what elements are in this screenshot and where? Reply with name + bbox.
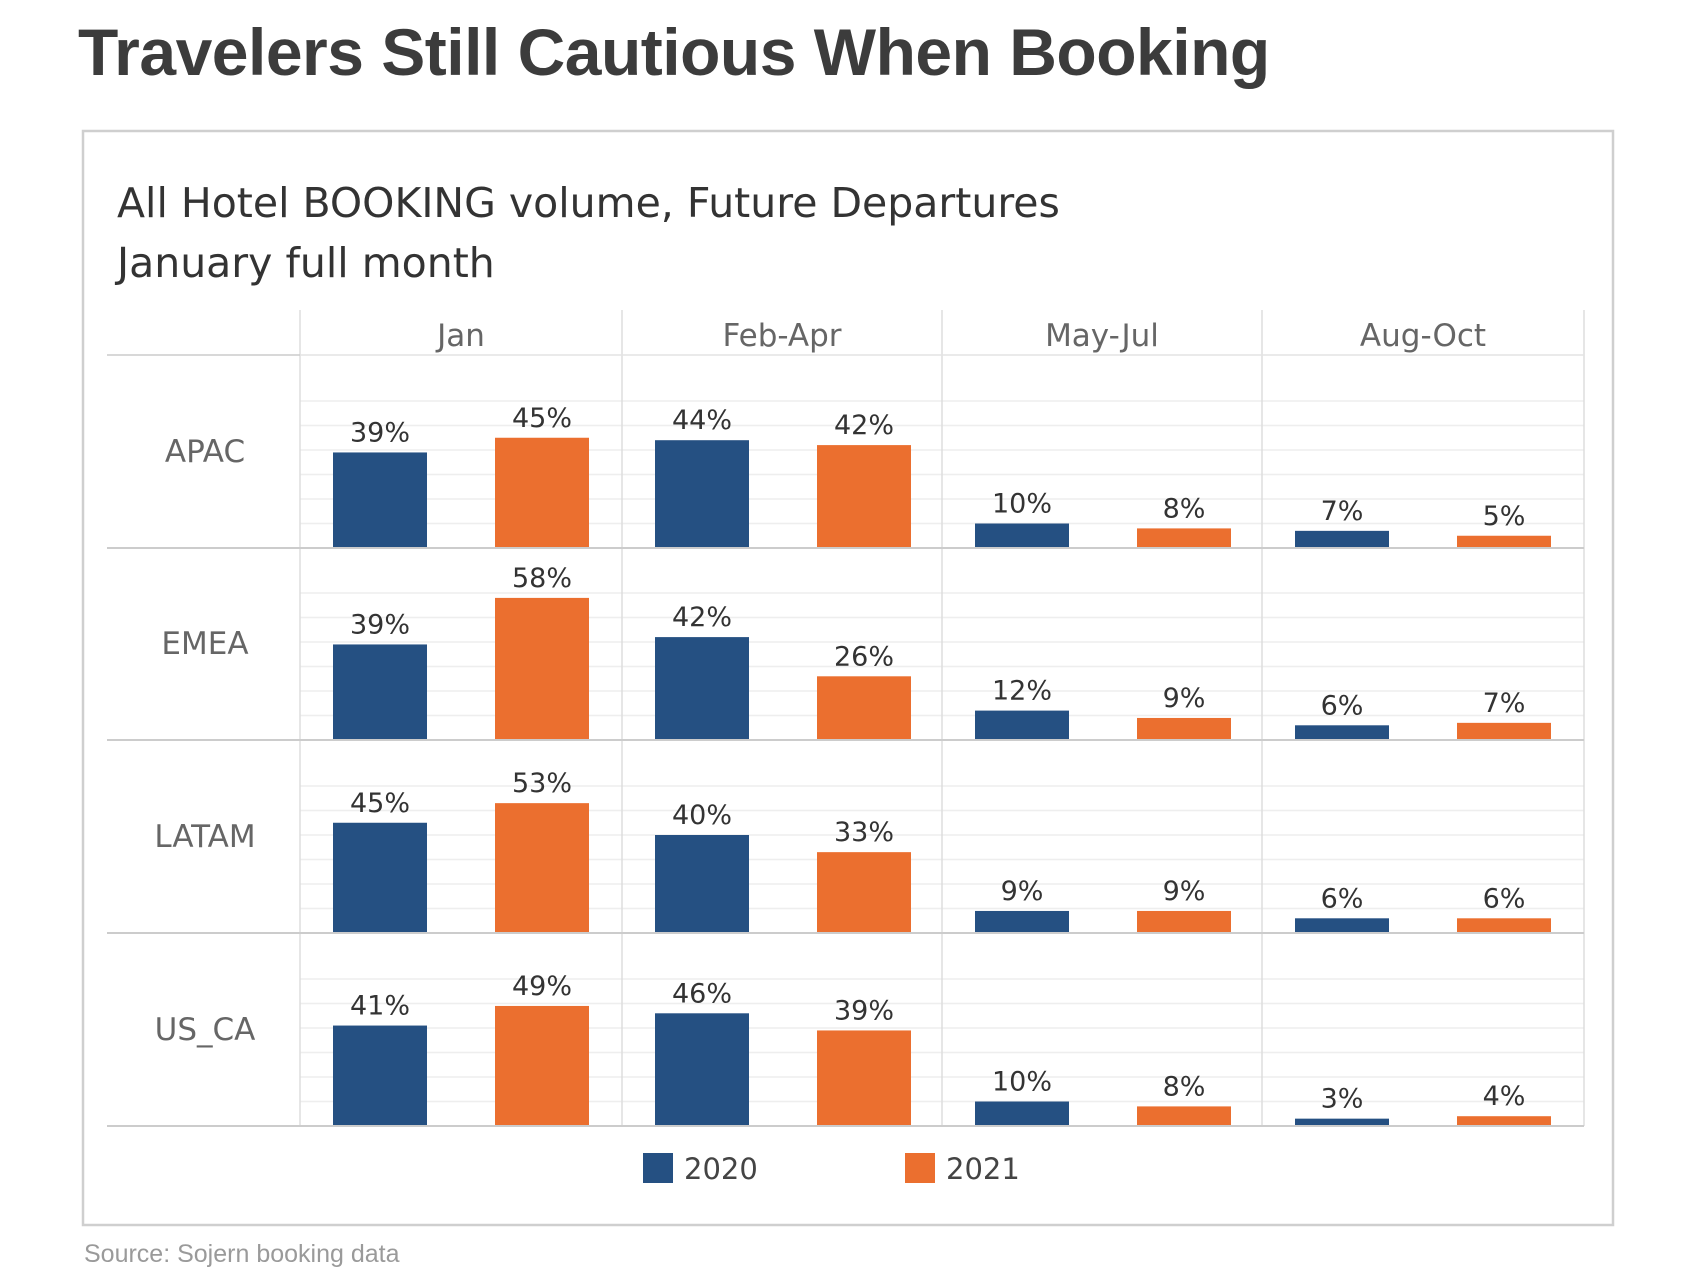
data-label: 41% [350, 991, 410, 1022]
data-label: 45% [350, 788, 410, 819]
row-label: EMEA [161, 626, 248, 662]
data-label: 49% [512, 971, 572, 1002]
bar [495, 437, 589, 548]
data-label: 3% [1321, 1084, 1364, 1115]
column-header: May-Jul [1045, 318, 1159, 354]
data-label: 39% [834, 995, 894, 1026]
data-label: 39% [350, 417, 410, 448]
bar [1295, 1118, 1389, 1126]
data-label: 6% [1321, 690, 1364, 721]
legend-swatch [643, 1153, 673, 1183]
bar [1457, 1116, 1551, 1126]
bar [975, 910, 1069, 933]
data-label: 44% [672, 405, 732, 436]
data-label: 9% [1163, 683, 1206, 714]
data-label: 33% [834, 817, 894, 848]
chart-title: All Hotel BOOKING volume, Future Departu… [117, 179, 1060, 227]
data-label: 6% [1483, 883, 1526, 914]
bar [975, 523, 1069, 548]
data-label: 40% [672, 800, 732, 831]
bar [495, 597, 589, 740]
bar [1295, 918, 1389, 933]
bar [333, 452, 427, 548]
data-label: 7% [1321, 496, 1364, 527]
data-label: 26% [834, 641, 894, 672]
column-header: Jan [435, 318, 485, 354]
bar [495, 1005, 589, 1126]
data-label: 58% [512, 563, 572, 594]
bar [975, 1101, 1069, 1126]
data-label: 4% [1483, 1081, 1526, 1112]
bar [1457, 918, 1551, 933]
row-label: LATAM [154, 819, 255, 855]
bar [1137, 1106, 1231, 1126]
legend-swatch [905, 1153, 935, 1183]
data-label: 8% [1163, 493, 1206, 524]
data-label: 9% [1001, 876, 1044, 907]
data-label: 39% [350, 609, 410, 640]
bar [655, 637, 749, 740]
bar [1295, 530, 1389, 548]
bar [817, 852, 911, 933]
column-header: Feb-Apr [722, 318, 841, 354]
bar [975, 710, 1069, 740]
bar [655, 440, 749, 548]
bar [817, 676, 911, 740]
column-header: Aug-Oct [1360, 318, 1486, 354]
row-label: APAC [165, 434, 245, 470]
row-label: US_CA [155, 1012, 256, 1048]
data-label: 42% [834, 410, 894, 441]
bar [333, 1025, 427, 1126]
data-label: 6% [1321, 883, 1364, 914]
bar [333, 644, 427, 740]
bar [1137, 910, 1231, 933]
data-label: 53% [512, 768, 572, 799]
bar [655, 835, 749, 933]
bar [1295, 725, 1389, 740]
data-label: 8% [1163, 1071, 1206, 1102]
source-note: Source: Sojern booking data [84, 1240, 400, 1268]
bar [817, 1030, 911, 1126]
data-label: 10% [992, 1067, 1052, 1098]
bar [495, 803, 589, 933]
bar [1457, 535, 1551, 548]
data-label: 7% [1483, 688, 1526, 719]
data-label: 45% [512, 403, 572, 434]
bar [1137, 717, 1231, 740]
data-label: 42% [672, 602, 732, 633]
legend-label: 2020 [684, 1152, 758, 1186]
bar [1137, 528, 1231, 548]
bar [1457, 722, 1551, 740]
legend-label: 2021 [946, 1152, 1020, 1186]
data-label: 9% [1163, 876, 1206, 907]
data-label: 5% [1483, 501, 1526, 532]
data-label: 46% [672, 978, 732, 1009]
data-label: 10% [992, 489, 1052, 520]
bar [817, 445, 911, 548]
bar [655, 1013, 749, 1126]
chart-subtitle: January full month [114, 239, 495, 287]
data-label: 12% [992, 676, 1052, 707]
bar [333, 822, 427, 933]
headline: Travelers Still Cautious When Booking [78, 15, 1270, 89]
